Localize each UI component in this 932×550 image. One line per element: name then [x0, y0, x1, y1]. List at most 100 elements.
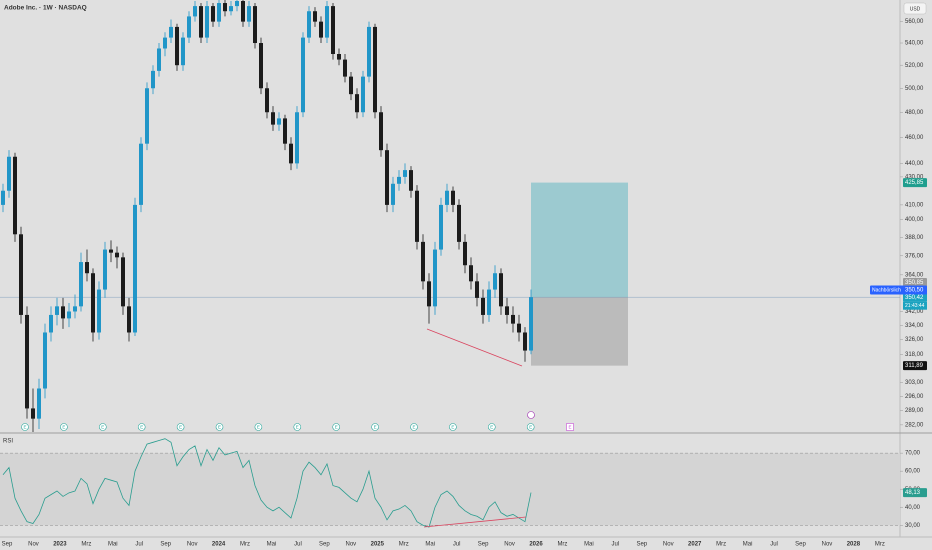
x-tick-label: Jul — [135, 542, 143, 548]
earnings-marker[interactable] — [215, 423, 224, 431]
candle-body — [253, 6, 257, 44]
x-tick-label: 2027 — [688, 542, 702, 548]
candle-body — [259, 43, 263, 89]
earnings-marker[interactable] — [99, 423, 107, 431]
dividend-marker[interactable] — [527, 411, 535, 419]
y-tick-label: 303,00 — [905, 380, 924, 386]
candle-body — [349, 76, 353, 95]
y-tick-label: 410,00 — [905, 202, 924, 208]
candle-body — [475, 281, 479, 298]
x-tick-label: Mai — [425, 542, 435, 548]
candle-body — [109, 249, 113, 253]
earnings-marker[interactable] — [410, 423, 418, 431]
x-tick-label: Mai — [267, 542, 277, 548]
earnings-marker[interactable] — [254, 423, 263, 431]
candle-body — [283, 118, 287, 144]
candle-body — [175, 26, 179, 66]
candle-body — [37, 388, 41, 419]
y-tick-label: 560,00 — [905, 19, 924, 25]
candle-body — [361, 76, 365, 113]
candle-body — [73, 306, 77, 312]
candle-body — [151, 70, 155, 89]
x-tick-label: Sep — [319, 542, 330, 548]
y-tick-label: 388,00 — [905, 235, 924, 241]
earnings-marker[interactable] — [371, 423, 379, 431]
price-tag-label: 425,85 — [905, 180, 924, 186]
candle-body — [325, 6, 329, 38]
earnings-marker[interactable] — [21, 423, 29, 431]
x-tick-label: Sep — [2, 542, 13, 548]
price-tag-label: 350,42 — [905, 295, 924, 301]
rsi-label: RSI — [3, 439, 13, 445]
earnings-marker[interactable] — [60, 423, 68, 431]
candle-body — [295, 112, 299, 164]
currency-box[interactable] — [903, 2, 927, 15]
candle-body — [139, 143, 143, 205]
x-tick-label: Sep — [636, 542, 647, 548]
earnings-marker[interactable] — [449, 423, 457, 431]
candle-body — [427, 281, 431, 307]
divergence-line — [423, 516, 527, 528]
y-tick-label: 342,00 — [905, 309, 924, 315]
earnings-label: E — [23, 425, 26, 430]
x-tick-label: 2024 — [212, 542, 226, 548]
x-tick-label: Nov — [28, 542, 39, 548]
earnings-marker[interactable] — [526, 423, 535, 431]
earnings-label: E — [335, 425, 338, 430]
candle-body — [205, 6, 209, 38]
candle-body — [331, 6, 335, 55]
y-tick-label: 520,00 — [905, 63, 924, 69]
y-tick-label: 480,00 — [905, 110, 924, 116]
candle-body — [199, 6, 203, 38]
candle-body — [67, 311, 71, 319]
candle-body — [337, 54, 341, 60]
candle-body — [439, 204, 443, 250]
x-tick-label: Mai — [743, 542, 753, 548]
candle-body — [217, 3, 221, 22]
candle-body — [121, 257, 125, 307]
candle-body — [373, 26, 377, 113]
candle-body — [55, 306, 59, 315]
y-tick-label: 460,00 — [905, 135, 924, 141]
x-tick-label: Mrz — [875, 542, 885, 548]
x-tick-label: Jul — [453, 542, 461, 548]
x-tick-label: Nov — [822, 542, 833, 548]
y-tick-label: 540,00 — [905, 41, 924, 47]
candle-body — [31, 408, 35, 419]
candle-body — [79, 262, 83, 307]
y-tick-label: 334,00 — [905, 323, 924, 329]
candle-body — [49, 314, 53, 333]
earnings-label: E — [101, 425, 104, 430]
postmarket-tag — [870, 285, 927, 295]
rsi-tick-label: 60,00 — [905, 469, 921, 475]
x-tick-label: Nov — [504, 542, 515, 548]
x-tick-label: Nov — [187, 542, 198, 548]
x-tick-label: Nov — [346, 542, 357, 548]
x-tick-label: Jul — [294, 542, 302, 548]
candle-body — [379, 112, 383, 151]
rsi-line — [2, 438, 532, 528]
x-tick-label: 2028 — [847, 542, 861, 548]
x-tick-label: 2025 — [371, 542, 385, 548]
earnings-marker[interactable] — [487, 423, 496, 431]
earnings-marker[interactable] — [137, 423, 146, 431]
x-tick-label: Jul — [612, 542, 620, 548]
candle-body — [91, 273, 95, 333]
countdown-tag — [903, 301, 927, 310]
candle-body — [43, 332, 47, 389]
y-tick-label: 282,00 — [905, 422, 924, 428]
candle-body — [313, 11, 317, 22]
candle-body — [247, 6, 251, 22]
candle-body — [415, 190, 419, 242]
candle-body — [493, 273, 497, 290]
earnings-marker[interactable] — [293, 423, 302, 431]
earnings-marker[interactable] — [176, 423, 185, 431]
candle-body — [529, 297, 533, 351]
candle-body — [97, 289, 101, 333]
earnings-label: E — [62, 425, 65, 430]
candle-body — [13, 156, 17, 235]
earnings-marker[interactable] — [332, 423, 341, 431]
rsi-band — [0, 453, 900, 526]
candle-body — [397, 176, 401, 184]
